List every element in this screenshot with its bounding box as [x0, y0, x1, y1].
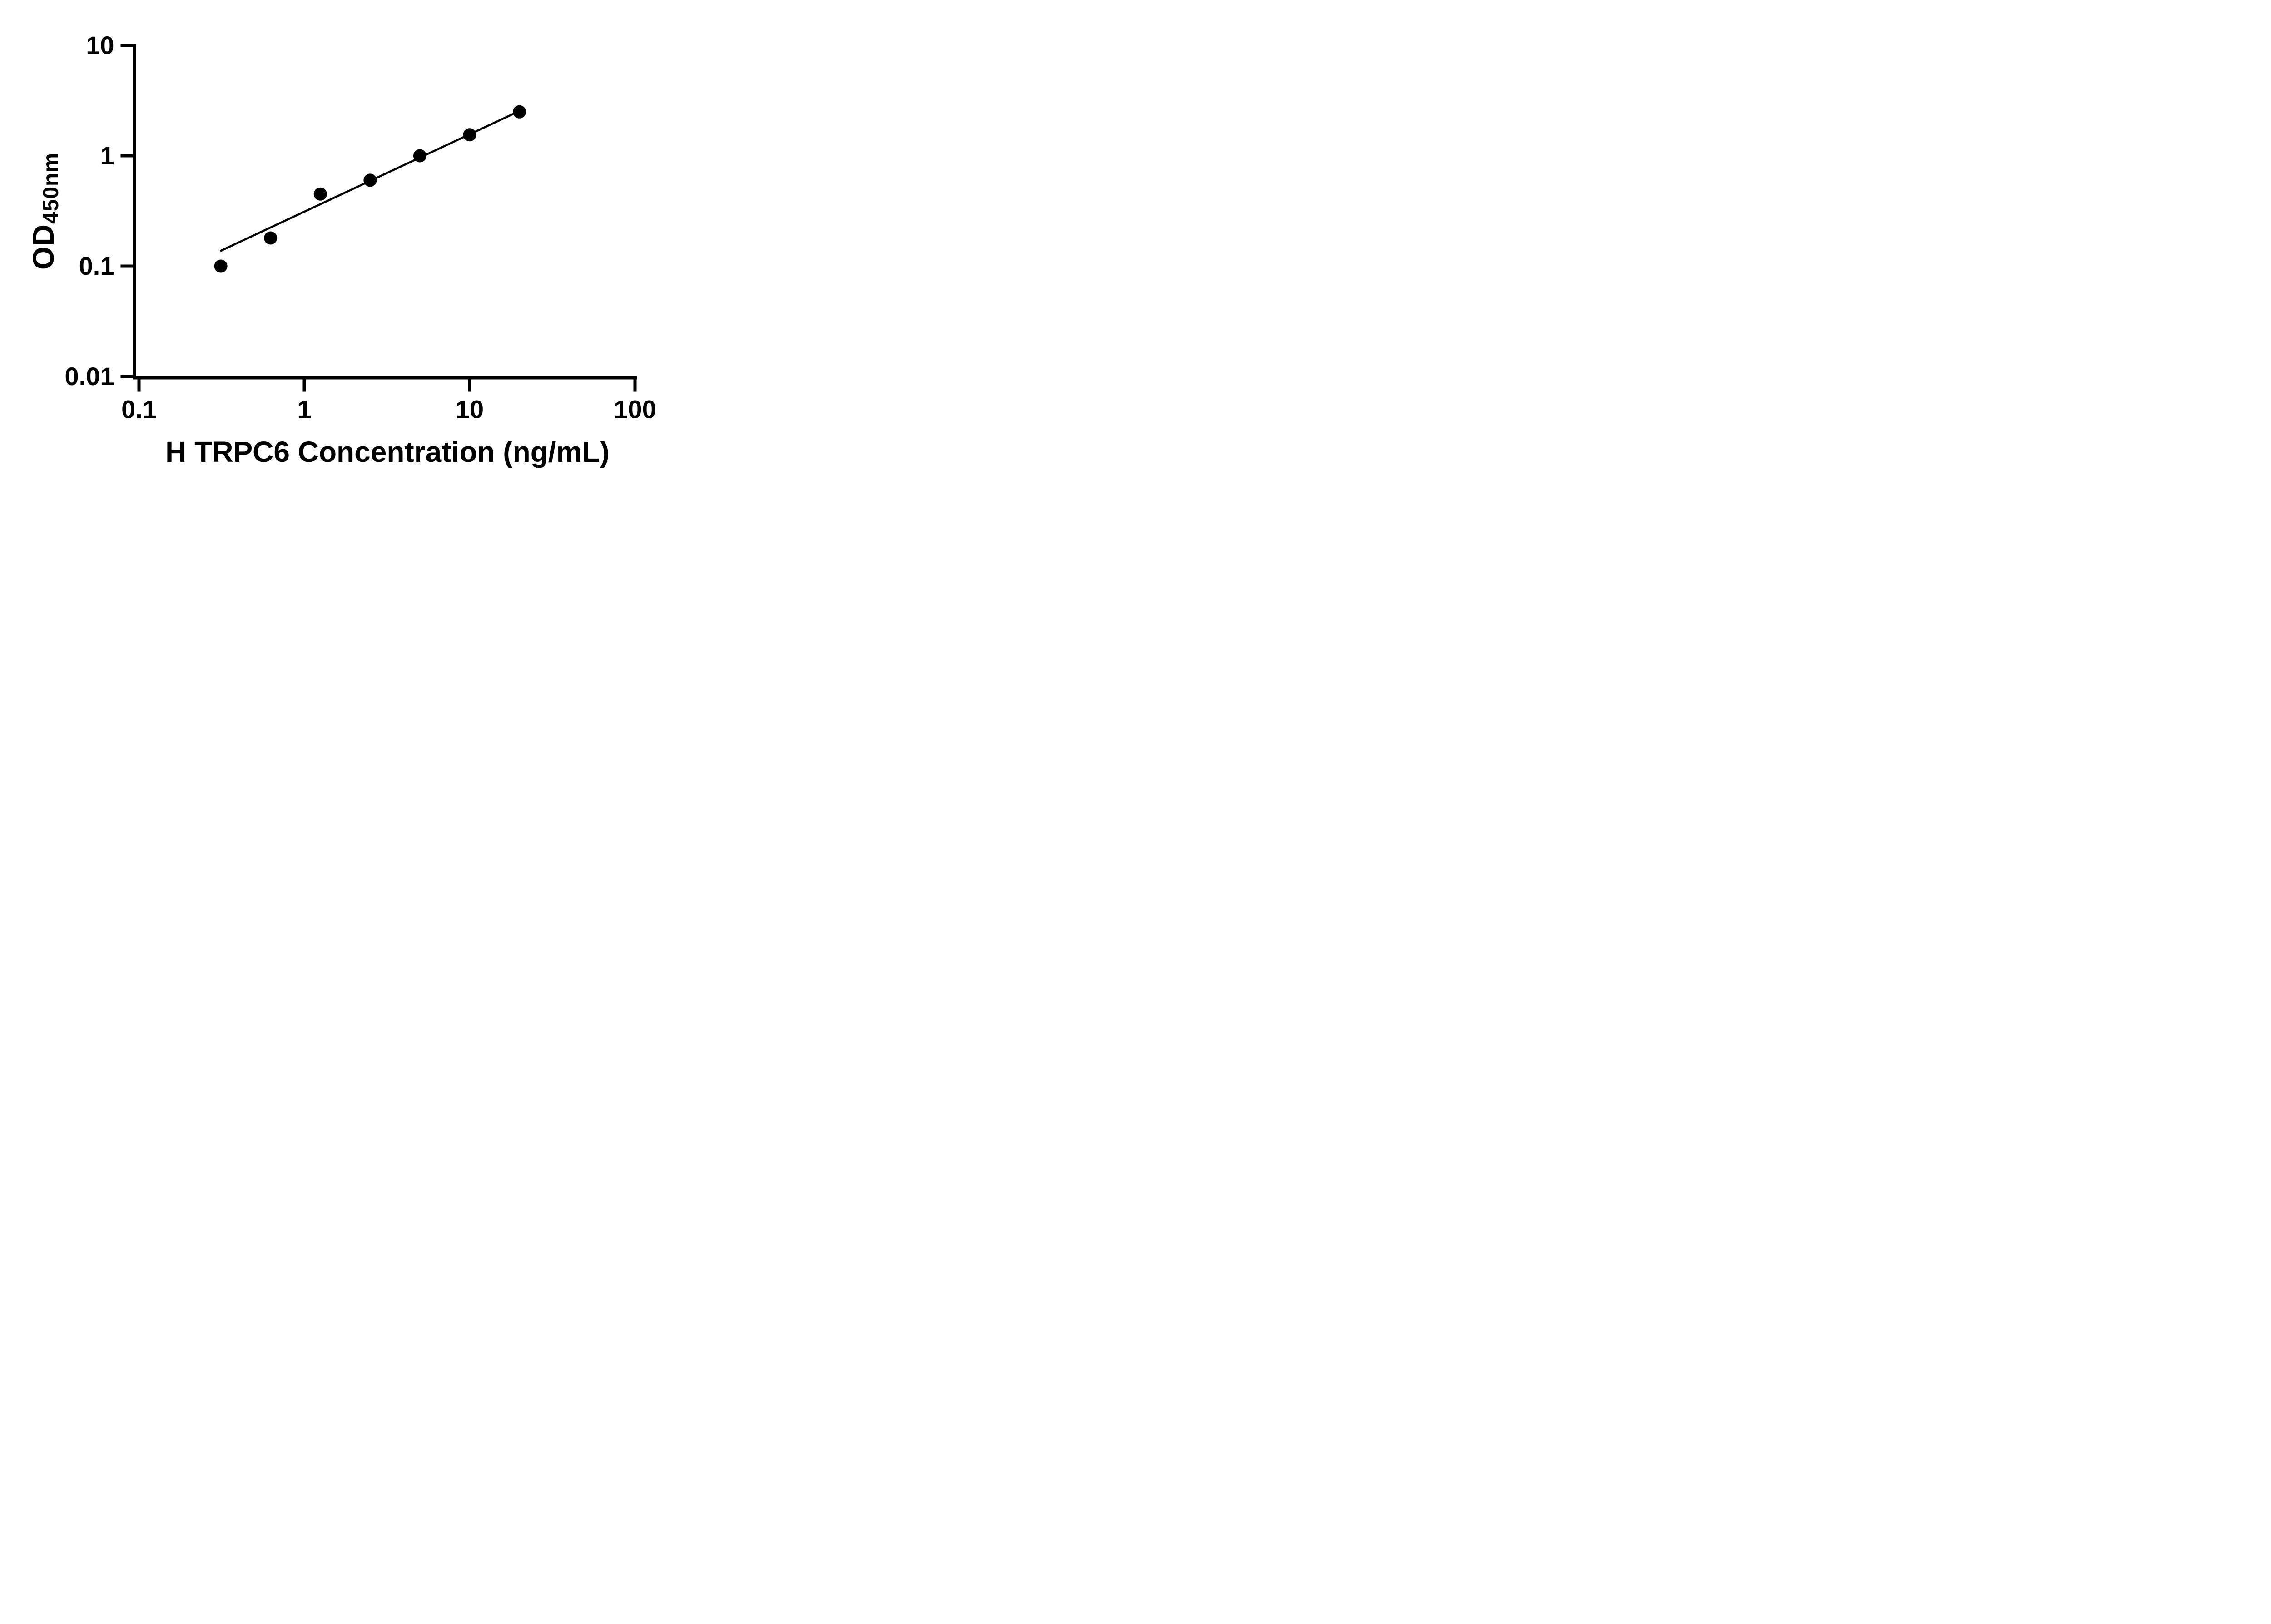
- y-tick-label: 1: [100, 141, 114, 170]
- y-tick-label: 0.01: [65, 362, 114, 391]
- data-point: [264, 231, 278, 245]
- x-axis-title: H TRPC6 Concentration (ng/mL): [165, 436, 610, 468]
- x-tick-label: 10: [456, 395, 484, 424]
- plot-layer: [214, 105, 526, 273]
- data-point: [214, 259, 228, 273]
- y-axis-title-subscript: 450nm: [39, 152, 63, 224]
- data-point: [463, 128, 476, 142]
- data-point: [513, 105, 526, 119]
- y-tick-label: 0.1: [79, 252, 114, 280]
- data-point: [413, 149, 426, 163]
- data-point: [313, 187, 327, 201]
- axes-layer: [133, 44, 637, 380]
- data-point: [363, 173, 377, 187]
- x-tick-label: 100: [614, 395, 656, 424]
- x-tick-label: 1: [297, 395, 311, 424]
- elisa-standard-curve-figure: 0.1 1 10 100 10 1 0.1 0.01 OD450nm H TRPC6 Conc…: [0, 0, 704, 487]
- y-axis-title: OD450nm: [26, 152, 63, 270]
- x-tick-label: 0.1: [121, 395, 157, 424]
- y-tick-label: 10: [86, 31, 114, 59]
- y-axis-title-main: OD: [26, 224, 60, 270]
